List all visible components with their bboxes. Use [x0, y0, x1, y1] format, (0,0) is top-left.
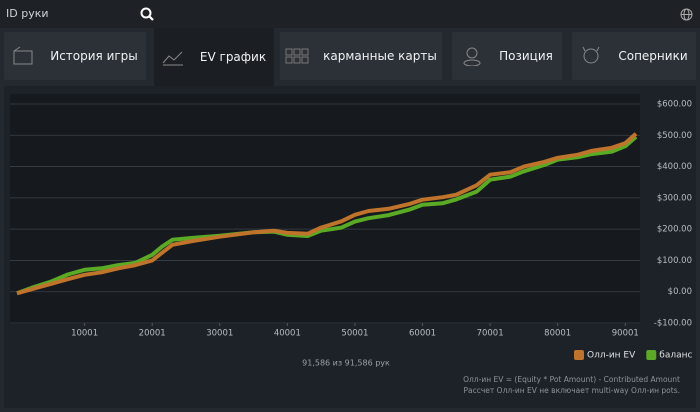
tab[interactable]: карманные карты [280, 32, 442, 80]
series-line [16, 135, 638, 296]
y-tick-label: $200.00 [657, 225, 692, 235]
y-tick-label: -$100.00 [654, 319, 692, 329]
tab[interactable]: Соперники [572, 32, 696, 80]
tab-icon [13, 46, 33, 65]
x-tick-label: 50001 [341, 329, 368, 339]
globe-icon[interactable] [680, 8, 693, 21]
search-input[interactable]: ID руки [6, 7, 49, 20]
footer: 91,586 из 91,586 рук [302, 359, 390, 368]
note: Рассчет Олл-ин EV не включает multi-way … [464, 386, 681, 395]
tab-label: Соперники [618, 49, 688, 63]
chart: -$100.00 $0.00 $100.00 $200.00 $300.00 $400.0… [10, 94, 692, 395]
tab-icon [463, 47, 481, 66]
tab-bar: История игры EV график карманные карты Пози… [0, 28, 700, 86]
tab-label: карманные карты [323, 49, 437, 63]
y-tick-label: $500.00 [657, 131, 692, 141]
y-tick-label: $0.00 [668, 287, 692, 297]
tab-label: История игры [50, 49, 138, 63]
y-tick-label: $100.00 [657, 256, 692, 266]
x-tick-label: 10001 [71, 329, 98, 339]
tab-label: Позиция [499, 49, 553, 63]
plot-area [10, 94, 640, 324]
legend-swatch [574, 350, 584, 360]
x-tick-label: 30001 [206, 329, 233, 339]
note: Олл-ин EV = (Equity * Pot Amount) - Cont… [463, 375, 680, 384]
x-tick-label: 70001 [477, 329, 504, 339]
legend-swatch [646, 350, 657, 360]
x-tick-label: 60001 [409, 329, 436, 339]
tab-icon [162, 51, 183, 66]
top-bar: ID руки [0, 0, 700, 28]
tab-label: EV график [199, 50, 267, 64]
tab-icon [582, 46, 600, 64]
series-line [16, 132, 638, 296]
tab-icon [285, 48, 309, 64]
y-tick-label: $600.00 [657, 100, 692, 110]
tab[interactable]: История игры [4, 32, 146, 80]
x-tick-label: 80001 [544, 329, 571, 339]
legend-label: баланс [659, 351, 692, 361]
x-tick-label: 90001 [612, 329, 639, 339]
x-tick-label: 40001 [274, 329, 301, 339]
legend-label: Олл-ин EV [587, 351, 636, 361]
search-icon[interactable] [140, 7, 154, 21]
tab[interactable]: EV график [154, 28, 274, 86]
y-tick-label: $300.00 [657, 193, 692, 203]
x-tick-label: 20001 [139, 329, 166, 339]
y-tick-label: $400.00 [657, 162, 692, 172]
chart-panel: -$100.00 $0.00 $100.00 $200.00 $300.00 $400.0… [4, 86, 696, 408]
tab[interactable]: Позиция [452, 32, 562, 80]
